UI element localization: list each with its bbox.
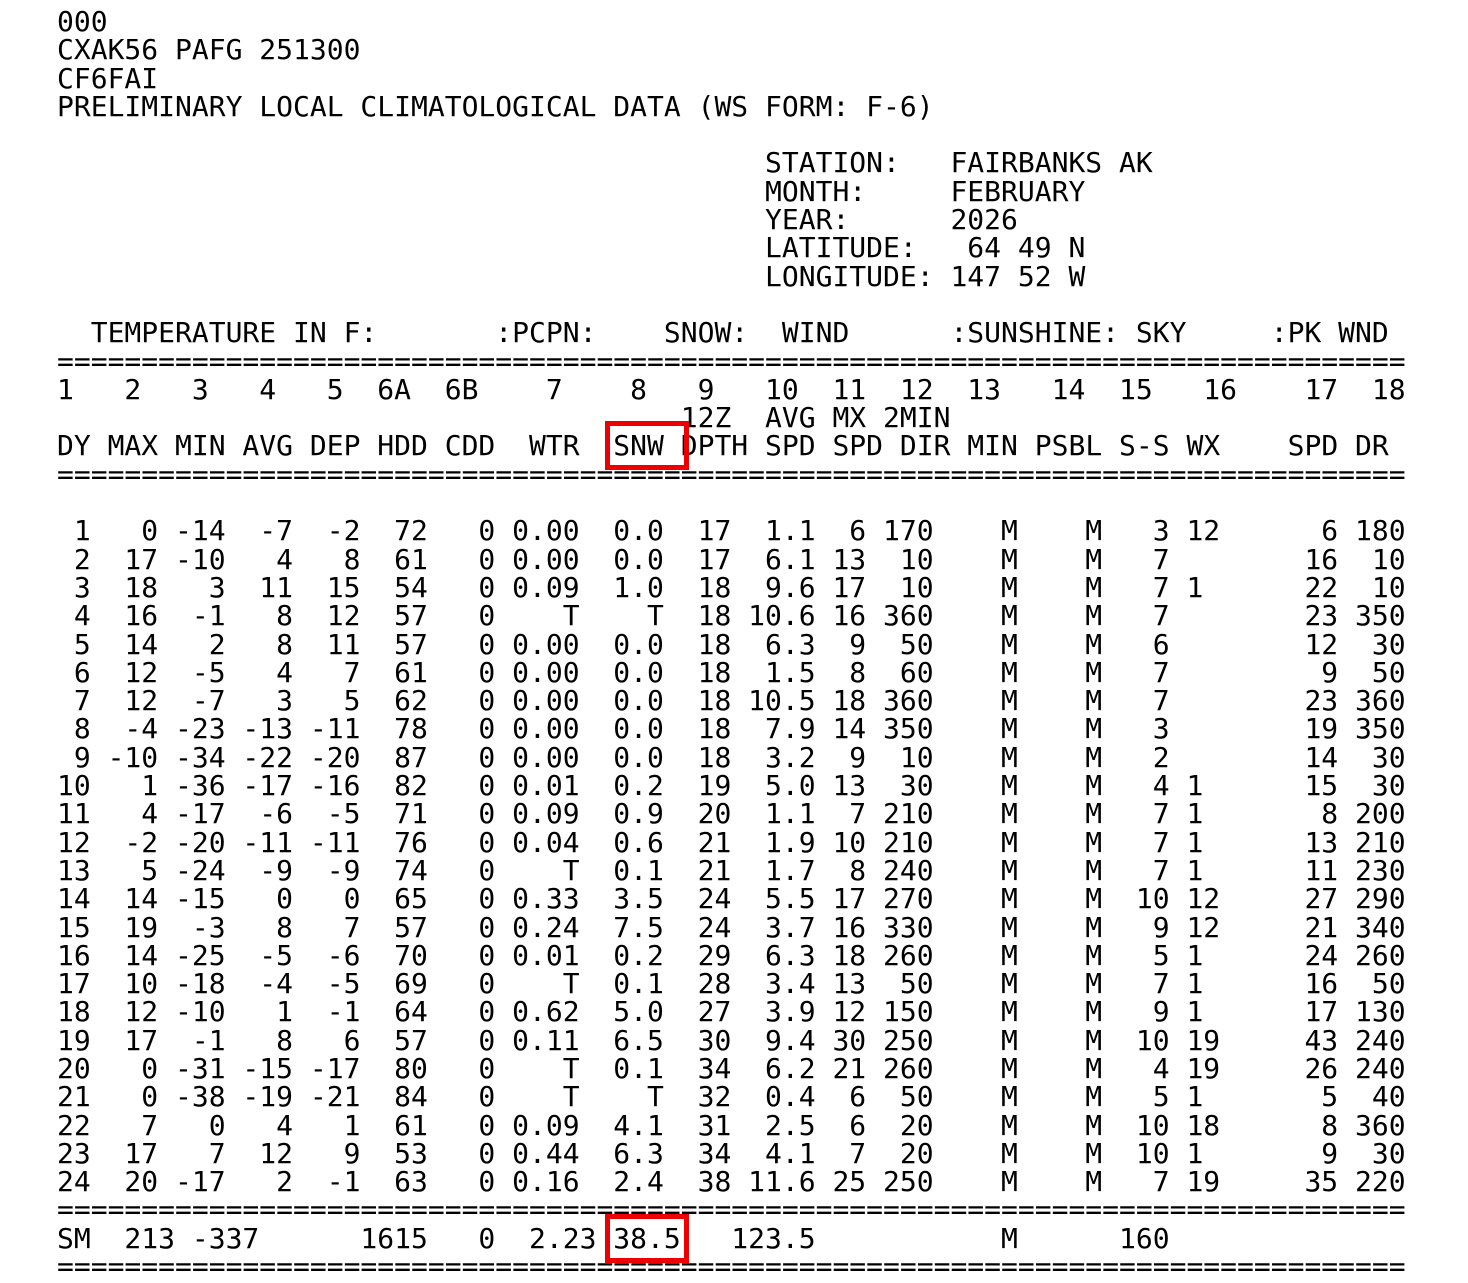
text-line: 8 -4 -23 -13 -11 78 0 0.00 0.0 18 7.9 14…: [57, 712, 1406, 746]
text-line: 000: [57, 5, 108, 38]
highlight-snw-column-header: SNW: [605, 421, 689, 471]
text-line: 6 12 -5 4 7 61 0 0.00 0.0 18 1.5 8 60 M …: [57, 655, 1406, 689]
text-line: 15 19 -3 8 7 57 0 0.24 7.5 24 3.7 16 330…: [57, 910, 1406, 944]
text-line: 1 2 3 4 5 6A 6B 7 8 9 10 11 12 13 14 15 …: [57, 372, 1406, 406]
text-line: 23 17 7 12 9 53 0 0.44 6.3 34 4.1 7 20 M…: [57, 1136, 1406, 1170]
text-line: STATION: FAIRBANKS AK: [57, 146, 1153, 180]
text-line: 20 0 -31 -15 -17 80 0 T 0.1 34 6.2 21 26…: [57, 1051, 1406, 1085]
text-line: 10 1 -36 -17 -16 82 0 0.01 0.2 19 5.0 13…: [57, 769, 1406, 803]
text-line: 12 -2 -20 -11 -11 76 0 0.04 0.6 21 1.9 1…: [57, 825, 1406, 859]
text-line: 9 -10 -34 -22 -20 87 0 0.00 0.0 18 3.2 9…: [57, 740, 1406, 774]
text-line: 11 4 -17 -6 -5 71 0 0.09 0.9 20 1.1 7 21…: [57, 797, 1406, 831]
text-line: 1 0 -14 -7 -2 72 0 0.00 0.0 17 1.1 6 170…: [57, 514, 1406, 548]
text-line: ========================================…: [57, 457, 1406, 491]
text-line: 13 5 -24 -9 -9 74 0 T 0.1 21 1.7 8 240 M…: [57, 853, 1406, 887]
text-line: TEMPERATURE IN F: :PCPN: SNOW: WIND :SUN…: [57, 316, 1389, 350]
text-line: DY MAX MIN AVG DEP HDD CDD WTR SNW DPTH …: [57, 421, 1389, 471]
text-line: PRELIMINARY LOCAL CLIMATOLOGICAL DATA (W…: [57, 89, 934, 123]
text-line: 16 14 -25 -5 -6 70 0 0.01 0.2 29 6.3 18 …: [57, 938, 1406, 972]
text-line: CXAK56 PAFG 251300: [57, 33, 361, 67]
text-line: 2 17 -10 4 8 61 0 0.00 0.0 17 6.1 13 10 …: [57, 542, 1406, 576]
text-line: 3 18 3 11 15 54 0 0.09 1.0 18 9.6 17 10 …: [57, 570, 1406, 604]
text-line: ========================================…: [57, 344, 1406, 378]
text-line: 18 12 -10 1 -1 64 0 0.62 5.0 27 3.9 12 1…: [57, 995, 1406, 1029]
text-line: 17 10 -18 -4 -5 69 0 T 0.1 28 3.4 13 50 …: [57, 967, 1406, 1001]
text-line: YEAR: 2026: [57, 203, 1018, 237]
text-line: [57, 291, 1468, 319]
text-line: SM 213 -337 1615 0 2.23 38.5 123.5 M 160: [57, 1213, 1170, 1263]
text-line: 12Z AVG MX 2MIN: [57, 401, 951, 435]
text-line: MONTH: FEBRUARY: [57, 174, 1086, 208]
text-line: LONGITUDE: 147 52 W: [57, 259, 1086, 293]
text-line: LATITUDE: 64 49 N: [57, 231, 1086, 265]
text-line: 22 7 0 4 1 61 0 0.09 4.1 31 2.5 6 20 M M…: [57, 1108, 1406, 1142]
text-line: 14 14 -15 0 0 65 0 0.33 3.5 24 5.5 17 27…: [57, 882, 1406, 916]
text-line: 24 20 -17 2 -1 63 0 0.16 2.4 38 11.6 25 …: [57, 1165, 1406, 1199]
text-line: 5 14 2 8 11 57 0 0.00 0.0 18 6.3 9 50 M …: [57, 627, 1406, 661]
text-line: 4 16 -1 8 12 57 0 T T 18 10.6 16 360 M M…: [57, 599, 1406, 633]
text-line: ========================================…: [57, 1193, 1406, 1227]
text-line: 21 0 -38 -19 -21 84 0 T T 32 0.4 6 50 M …: [57, 1080, 1406, 1114]
document-text: 000 CXAK56 PAFG 251300 CF6FAI PRELIMINARY L…: [57, 5, 1468, 1283]
text-line: 19 17 -1 8 6 57 0 0.11 6.5 30 9.4 30 250…: [57, 1023, 1406, 1057]
text-line: 7 12 -7 3 5 62 0 0.00 0.0 18 10.5 18 360…: [57, 684, 1406, 718]
text-line: [57, 121, 1468, 149]
text-line: ========================================…: [57, 1250, 1406, 1283]
text-line: CF6FAI: [57, 61, 159, 95]
highlight-snow-monthly-total: 38.5: [605, 1213, 689, 1263]
text-line: [57, 489, 1468, 517]
